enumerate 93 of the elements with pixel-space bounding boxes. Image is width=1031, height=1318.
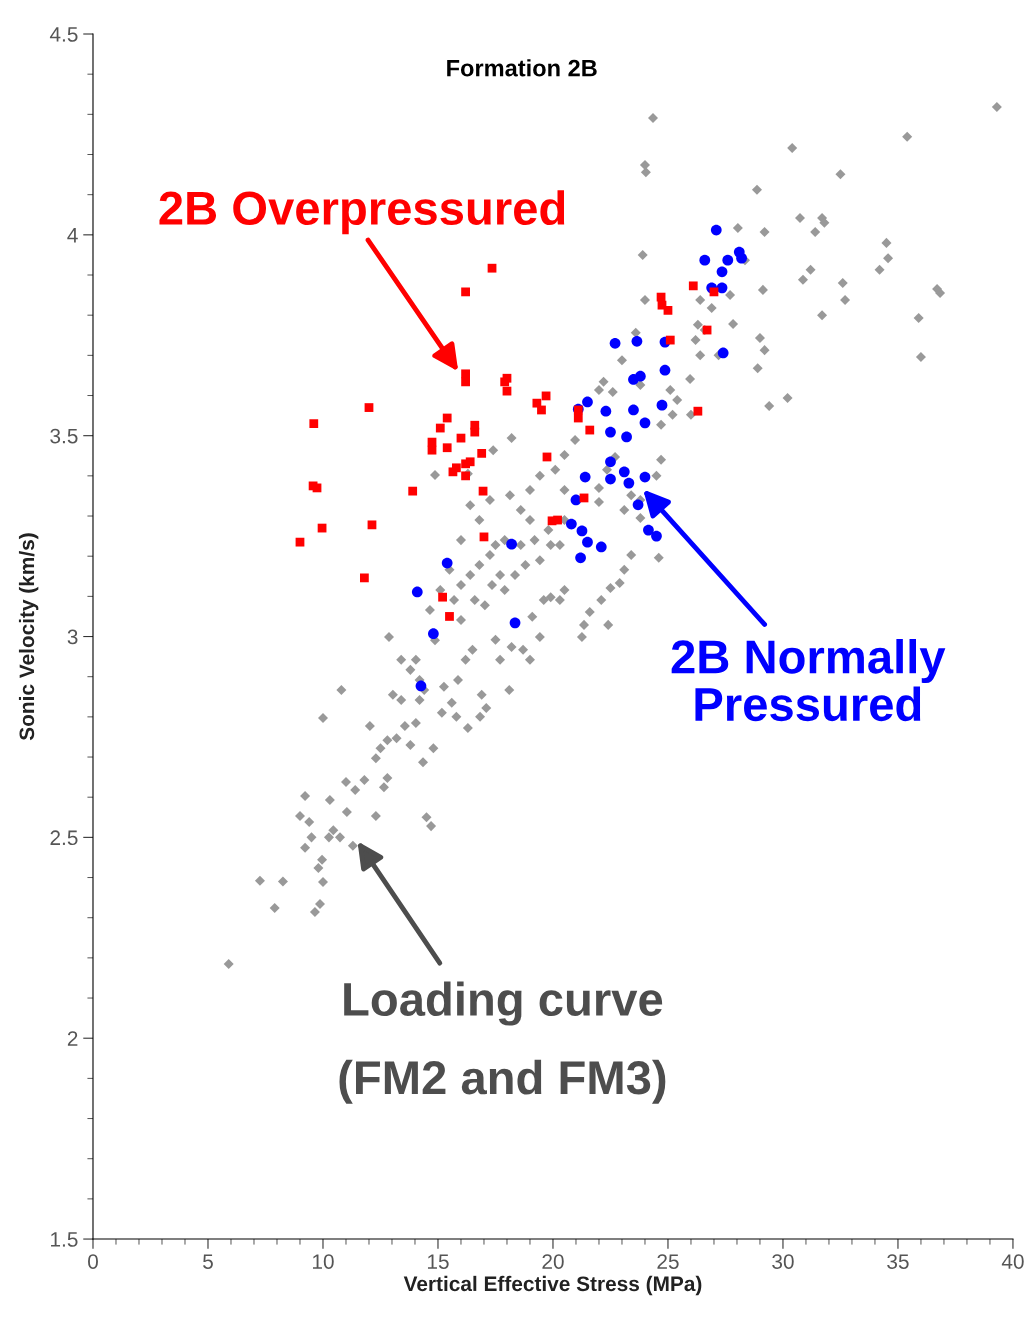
point xyxy=(461,287,470,297)
point xyxy=(553,515,562,525)
point xyxy=(585,425,595,435)
point xyxy=(573,413,583,423)
point xyxy=(665,335,675,345)
point xyxy=(643,524,654,536)
point xyxy=(639,417,651,429)
point xyxy=(461,377,470,387)
x-tick-label: 15 xyxy=(427,1254,449,1269)
point xyxy=(605,456,616,468)
point xyxy=(532,398,542,408)
point xyxy=(656,399,668,411)
point xyxy=(570,494,582,506)
point xyxy=(659,364,671,376)
point xyxy=(716,266,728,278)
point xyxy=(445,612,454,621)
point xyxy=(461,369,470,379)
point xyxy=(575,552,586,564)
annotation: Loading curve (FM2 and FM3) xyxy=(339,981,666,1104)
point xyxy=(442,413,452,423)
point xyxy=(632,499,644,511)
point xyxy=(609,337,621,349)
point xyxy=(506,538,517,550)
point xyxy=(600,405,612,417)
point xyxy=(442,443,452,453)
point xyxy=(411,586,423,598)
y-tick-label: 1.5 xyxy=(51,1232,78,1247)
point xyxy=(359,573,369,583)
y-axis-title: Sonic Velocity (km/s) xyxy=(18,533,39,741)
point xyxy=(438,592,447,602)
x-tick-label: 40 xyxy=(1001,1254,1024,1269)
point xyxy=(716,282,728,294)
text: Formation 2B xyxy=(447,59,597,77)
point xyxy=(623,477,635,489)
point xyxy=(605,473,616,485)
point xyxy=(710,224,722,236)
point xyxy=(470,427,480,437)
point xyxy=(621,431,632,443)
annotation: 2B Overpressured xyxy=(159,190,565,235)
point xyxy=(663,305,673,315)
point xyxy=(605,426,616,438)
point xyxy=(487,263,497,273)
y-tick-label: 2 xyxy=(67,1031,78,1046)
point xyxy=(566,518,577,530)
point xyxy=(618,466,630,478)
point xyxy=(736,252,747,264)
point xyxy=(693,406,703,416)
point xyxy=(367,520,377,530)
point xyxy=(699,254,711,266)
x-tick-label: 30 xyxy=(772,1254,794,1269)
point xyxy=(509,617,521,629)
point xyxy=(709,287,719,297)
point xyxy=(451,463,461,473)
point xyxy=(651,530,662,542)
x-tick-label: 5 xyxy=(203,1254,213,1269)
point xyxy=(478,486,488,496)
point xyxy=(295,537,305,547)
x-tick-label: 35 xyxy=(887,1254,909,1269)
x-tick-label: 0 xyxy=(88,1254,98,1269)
point xyxy=(537,405,546,415)
y-tick-label: 3.5 xyxy=(50,428,78,444)
x-axis-title: Vertical Effective Stress (MPa) xyxy=(403,1275,702,1296)
y-tick-label: 4.5 xyxy=(49,27,78,42)
point xyxy=(639,471,651,483)
point xyxy=(477,448,487,458)
point xyxy=(408,486,418,496)
y-tick-label: 2.5 xyxy=(50,830,78,846)
point xyxy=(427,445,437,455)
point xyxy=(722,254,734,266)
x-tick-label: 20 xyxy=(542,1254,564,1269)
point xyxy=(688,281,698,291)
point xyxy=(502,373,512,383)
point xyxy=(582,536,593,548)
point xyxy=(717,347,729,359)
point xyxy=(579,471,591,483)
annotation: 2B Normally Pressured xyxy=(671,639,946,722)
point xyxy=(428,628,439,640)
point xyxy=(441,557,453,569)
point xyxy=(582,396,593,408)
point xyxy=(595,541,607,553)
x-tick-label: 10 xyxy=(312,1254,334,1269)
point xyxy=(634,370,646,382)
point xyxy=(576,525,588,537)
point xyxy=(435,423,445,433)
point xyxy=(309,419,319,429)
point xyxy=(628,404,639,416)
y-tick-label: 4 xyxy=(67,228,78,243)
point xyxy=(415,680,427,692)
y-tick-label: 3 xyxy=(67,629,78,645)
x-tick-label: 25 xyxy=(657,1254,679,1269)
point xyxy=(631,335,643,347)
point xyxy=(364,403,374,412)
point xyxy=(465,457,475,467)
